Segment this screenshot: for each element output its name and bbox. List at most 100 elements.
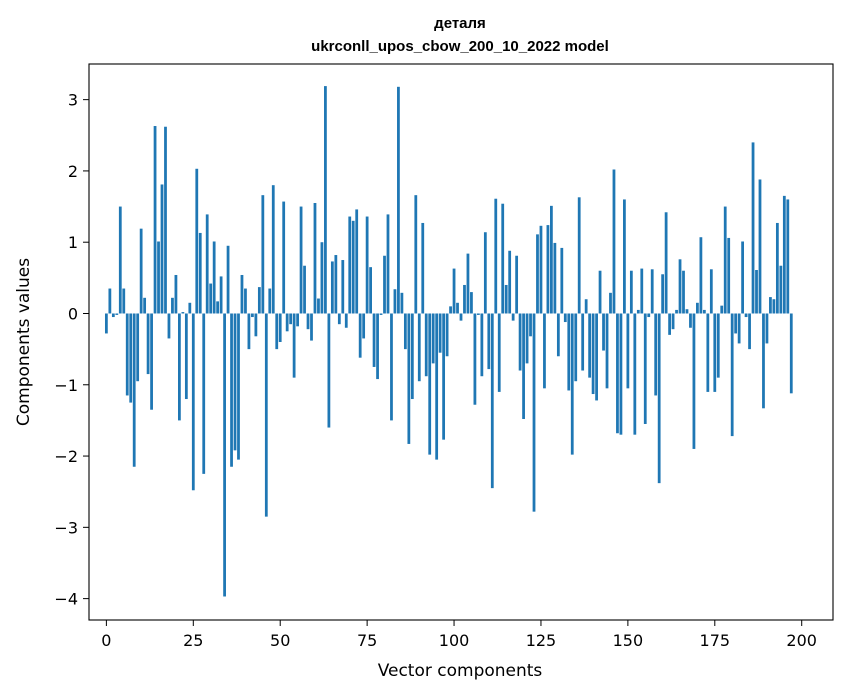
bar: [713, 313, 717, 392]
bar: [685, 309, 689, 314]
bar: [473, 313, 477, 405]
bar: [692, 313, 696, 449]
bars-group: [104, 86, 793, 597]
bar: [546, 225, 550, 314]
bar: [723, 206, 727, 314]
bar: [320, 242, 324, 314]
x-axis-label: Vector components: [378, 661, 543, 681]
bar: [789, 313, 793, 394]
bar: [122, 288, 126, 314]
bar: [251, 313, 254, 318]
bar: [129, 313, 133, 403]
bar: [362, 313, 366, 339]
bar: [636, 309, 640, 314]
bar: [247, 313, 251, 350]
y-tick-label: 2: [68, 162, 78, 181]
bar: [212, 241, 216, 314]
bar: [532, 313, 536, 512]
y-tick-label: 0: [68, 304, 78, 323]
bar: [682, 270, 685, 314]
bar: [699, 237, 703, 314]
bar: [581, 313, 585, 371]
x-tick-label: 150: [613, 631, 644, 650]
bar: [171, 297, 174, 314]
bar: [139, 228, 143, 314]
bar: [755, 270, 758, 314]
x-axis-ticks: 0 25 50 75 100 125 150 175 200: [101, 620, 817, 650]
bar: [188, 302, 192, 314]
bar: [483, 232, 487, 314]
bar: [143, 297, 147, 314]
bar: [334, 255, 338, 314]
bar: [146, 313, 150, 375]
bar: [445, 313, 449, 357]
y-tick-label: −4: [54, 590, 78, 609]
bar: [567, 313, 571, 391]
bar: [261, 195, 265, 314]
bar: [553, 242, 557, 314]
y-axis-label: Components values: [14, 258, 34, 426]
bar: [397, 86, 400, 314]
bar: [365, 216, 369, 314]
bar: [125, 313, 129, 396]
bar: [716, 313, 720, 378]
bar: [487, 313, 491, 370]
bar: [435, 313, 439, 460]
bar: [230, 313, 233, 467]
bar: [223, 313, 226, 597]
bar: [376, 313, 379, 380]
bar: [588, 313, 592, 378]
bar: [522, 313, 525, 419]
y-tick-label: 1: [68, 233, 78, 252]
x-tick-label: 75: [357, 631, 377, 650]
bar: [536, 234, 539, 314]
bar: [602, 313, 605, 351]
bar: [257, 287, 261, 314]
bar: [456, 302, 459, 314]
bar: [661, 274, 665, 314]
bar: [706, 313, 710, 392]
bar: [330, 261, 334, 314]
bar: [428, 313, 432, 455]
bar: [306, 313, 310, 330]
bar: [515, 255, 519, 314]
bar: [178, 313, 181, 421]
bar: [379, 313, 383, 315]
bar: [292, 313, 296, 378]
bar: [181, 312, 185, 314]
bar: [136, 313, 140, 382]
bar: [219, 276, 223, 314]
bar: [108, 288, 112, 314]
bar: [202, 313, 206, 474]
bar: [591, 313, 595, 395]
bar: [386, 214, 390, 314]
bar: [563, 313, 567, 323]
bar: [254, 313, 258, 337]
bar: [390, 313, 393, 421]
chart-subtitle: ukrconll_upos_cbow_200_10_2022 model: [311, 38, 609, 55]
bar: [570, 313, 574, 455]
bar: [351, 220, 355, 314]
bar: [737, 313, 741, 344]
bar: [501, 203, 505, 314]
y-tick-label: −3: [54, 518, 78, 537]
bar: [775, 222, 779, 314]
bar: [216, 301, 220, 314]
bar: [650, 269, 654, 314]
x-tick-label: 125: [526, 631, 557, 650]
bar: [313, 203, 317, 314]
chart-title: деталя: [434, 15, 486, 32]
bar: [511, 313, 515, 321]
bar: [209, 283, 213, 314]
bar: [431, 313, 435, 364]
y-axis-ticks: −4 −3 −2 −1 0 1 2 3: [54, 91, 89, 609]
bar: [727, 237, 731, 314]
bar: [132, 313, 136, 467]
bar: [598, 270, 602, 314]
bar: [609, 292, 612, 314]
bar: [324, 86, 327, 314]
bar: [476, 313, 480, 315]
bar: [424, 313, 428, 377]
bar: [664, 212, 668, 314]
bar: [118, 206, 122, 314]
